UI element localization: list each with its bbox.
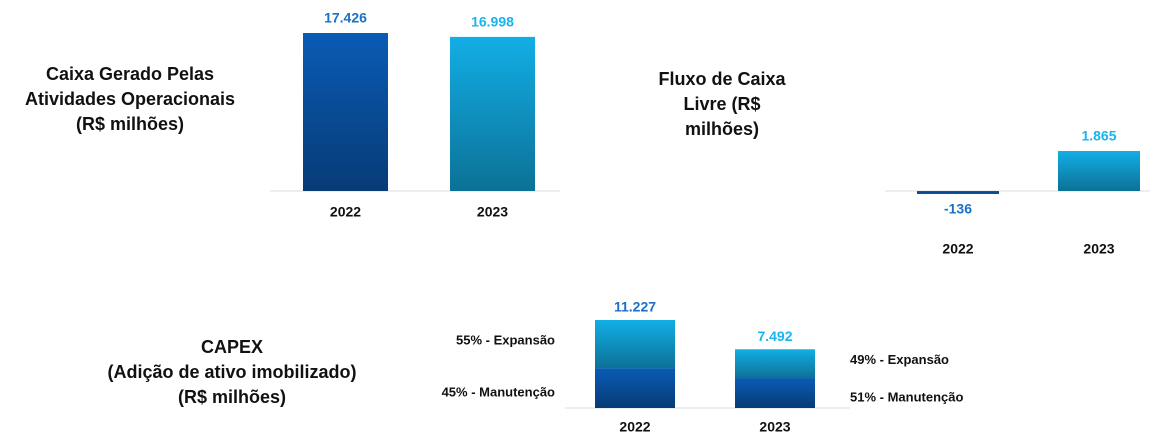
bar-shade — [595, 320, 675, 369]
segment-label: 45% - Manutenção — [442, 385, 555, 400]
bar-shade — [595, 368, 675, 408]
bar-shade — [303, 33, 388, 191]
x-tick-label: 2023 — [477, 204, 508, 220]
chart-title: (R$ milhões) — [76, 114, 184, 134]
bar-shade — [917, 191, 999, 194]
x-tick-label: 2023 — [1083, 241, 1114, 257]
chart-title: Fluxo de Caixa — [658, 69, 786, 89]
chart-title: Caixa Gerado Pelas — [46, 64, 214, 84]
total-label: 7.492 — [757, 328, 792, 344]
chart-title: (Adição de ativo imobilizado) — [107, 362, 356, 382]
value-label: -136 — [944, 201, 972, 217]
chart-title: (R$ milhões) — [178, 387, 286, 407]
segment-label: 55% - Expansão — [456, 333, 555, 348]
x-tick-label: 2022 — [942, 241, 973, 257]
value-label: 17.426 — [324, 10, 367, 26]
value-label: 16.998 — [471, 14, 514, 30]
x-tick-label: 2022 — [330, 204, 361, 220]
chart-title: CAPEX — [201, 337, 263, 357]
x-tick-label: 2022 — [619, 419, 650, 435]
segment-label: 51% - Manutenção — [850, 389, 963, 404]
x-tick-label: 2023 — [759, 419, 790, 435]
bar-shade — [1058, 151, 1140, 191]
chart-title: Livre (R$ — [683, 94, 760, 114]
value-label: 1.865 — [1081, 128, 1116, 144]
bar-shade — [450, 36, 535, 191]
bar-shade — [735, 378, 815, 408]
segment-label: 49% - Expansão — [850, 352, 949, 367]
total-label: 11.227 — [614, 299, 656, 315]
chart-title: milhões) — [685, 119, 759, 139]
bar-shade — [735, 349, 815, 379]
chart-title: Atividades Operacionais — [25, 89, 235, 109]
